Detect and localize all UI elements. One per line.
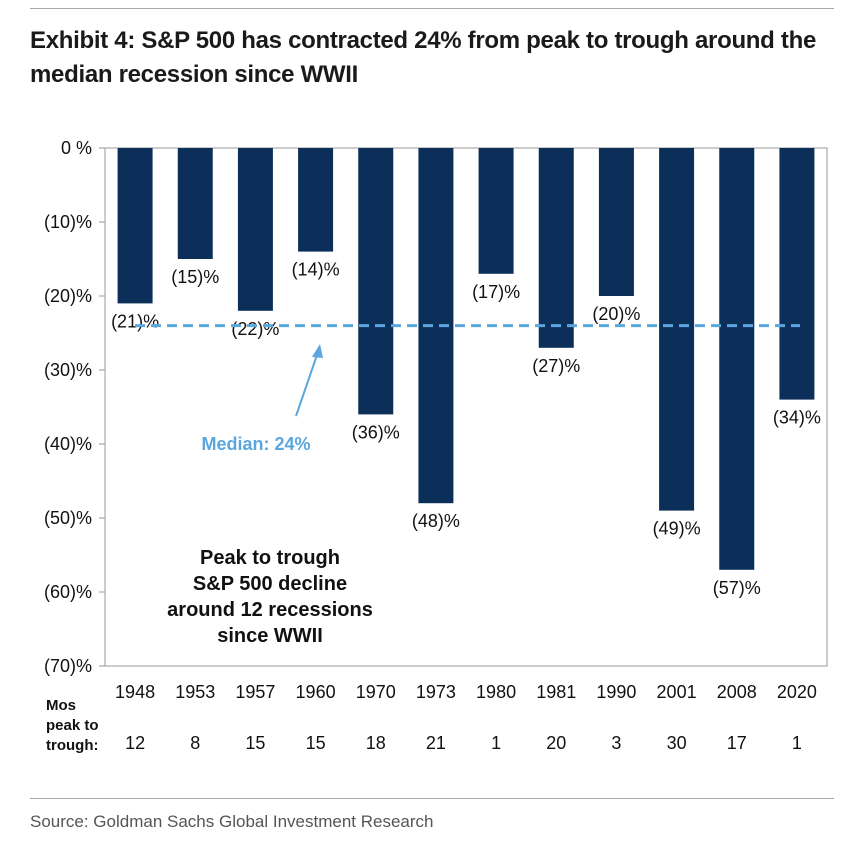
source-note: Source: Goldman Sachs Global Investment …: [30, 812, 434, 831]
months-value: 30: [667, 733, 687, 753]
bar-1960: [298, 148, 334, 252]
x-tick-label: 1981: [536, 682, 576, 702]
months-value: 18: [366, 733, 386, 753]
bar-1980: [478, 148, 514, 274]
months-value: 15: [306, 733, 326, 753]
months-value: 8: [190, 733, 200, 753]
months-value: 1: [491, 733, 501, 753]
months-value: 15: [245, 733, 265, 753]
y-tick-label: (40)%: [44, 434, 92, 454]
annotation-line: since WWII: [217, 625, 323, 647]
bar-1981: [538, 148, 574, 348]
x-tick-label: 1953: [175, 682, 215, 702]
x-tick-label: 2001: [657, 682, 697, 702]
data-label: (17)%: [472, 282, 520, 302]
data-label: (15)%: [171, 267, 219, 287]
months-value: 12: [125, 733, 145, 753]
months-row-label: peak to: [46, 717, 99, 734]
x-tick-label: 1948: [115, 682, 155, 702]
top-rule: [30, 8, 834, 9]
y-tick-label: (50)%: [44, 508, 92, 528]
bar-2001: [659, 148, 695, 511]
x-tick-label: 2020: [777, 682, 817, 702]
x-tick-label: 1980: [476, 682, 516, 702]
median-arrow: [295, 354, 318, 417]
months-value: 1: [792, 733, 802, 753]
x-tick-label: 1960: [296, 682, 336, 702]
months-value: 3: [611, 733, 621, 753]
bar-2020: [779, 148, 815, 400]
months-row-label: Mos: [46, 697, 76, 714]
data-label: (22)%: [231, 319, 279, 339]
data-label: (48)%: [412, 511, 460, 531]
data-label: (21)%: [111, 311, 159, 331]
data-label: (36)%: [352, 422, 400, 442]
chart-title: Exhibit 4: S&P 500 has contracted 24% fr…: [30, 27, 816, 88]
x-tick-label: 2008: [717, 682, 757, 702]
y-tick-label: (10)%: [44, 212, 92, 232]
x-tick-label: 1973: [416, 682, 456, 702]
bottom-rule: [30, 798, 834, 799]
months-value: 17: [727, 733, 747, 753]
x-tick-label: 1957: [235, 682, 275, 702]
x-tick-label: 1990: [596, 682, 636, 702]
y-tick-label: (60)%: [44, 582, 92, 602]
bar-1990: [598, 148, 634, 296]
plot-area: [104, 147, 828, 667]
annotation-line: around 12 recessions: [167, 599, 373, 621]
bar-1948: [117, 148, 153, 304]
x-tick-label: 1970: [356, 682, 396, 702]
y-tick-label: (30)%: [44, 360, 92, 380]
data-label: (57)%: [713, 578, 761, 598]
data-label: (34)%: [773, 408, 821, 428]
y-tick-label: (20)%: [44, 286, 92, 306]
bar-2008: [719, 148, 755, 570]
y-tick-label: 0 %: [61, 138, 92, 158]
median-arrow-head: [312, 344, 323, 358]
data-label: (49)%: [653, 519, 701, 539]
months-value: 21: [426, 733, 446, 753]
months-value: 20: [546, 733, 566, 753]
annotation-line: Peak to trough: [200, 547, 340, 569]
data-label: (14)%: [292, 260, 340, 280]
data-label: (27)%: [532, 356, 580, 376]
months-row-label: trough:: [46, 737, 98, 754]
annotation-line: S&P 500 decline: [193, 573, 347, 595]
bar-1970: [358, 148, 394, 415]
median-label: Median: 24%: [201, 434, 310, 454]
bar-1957: [237, 148, 273, 311]
y-tick-label: (70)%: [44, 656, 92, 676]
data-label: (20)%: [592, 304, 640, 324]
bar-1953: [177, 148, 213, 259]
bar-chart: 0 % (10)% (20)% (30)% (40)% (50)% (60)% (70)% (2…: [44, 138, 828, 754]
